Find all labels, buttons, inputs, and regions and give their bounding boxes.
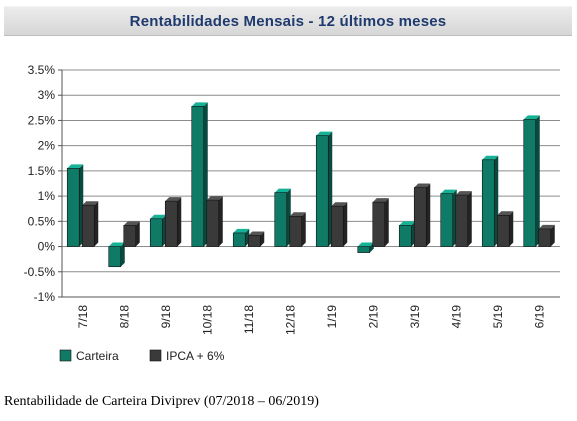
x-tick-label: 11/18 — [242, 305, 256, 334]
axes — [58, 69, 560, 298]
bar-carteira-8-18 — [108, 242, 125, 268]
x-tick-label: 1/19 — [325, 305, 339, 329]
bar-ipca-11-18 — [247, 231, 265, 247]
bar-carteira-2-19 — [357, 242, 374, 253]
bar-carteira-11-18 — [232, 228, 250, 247]
bar-carteira-5-19 — [481, 155, 499, 247]
y-tick-label: 1.5% — [28, 164, 56, 178]
bar-carteira-12-18 — [274, 188, 291, 247]
y-tick-label: 0.5% — [28, 214, 56, 228]
y-tick-label: 3.5% — [28, 63, 56, 77]
bar-ipca-1-19 — [330, 202, 348, 247]
y-tick-label: -0.5% — [24, 265, 56, 279]
y-tick-label: -1% — [34, 290, 56, 304]
chart-title: Rentabilidades Mensais - 12 últimos mese… — [129, 12, 447, 30]
legend-label: IPCA + 6% — [166, 349, 225, 363]
bar-ipca-12-18 — [289, 212, 306, 247]
legend: Carteira IPCA + 6% — [59, 349, 225, 363]
x-tick-label: 2/19 — [366, 305, 380, 329]
x-tick-label: 12/18 — [283, 305, 297, 335]
y-tick-label: 0% — [38, 240, 56, 254]
x-tick-label: 4/19 — [449, 305, 463, 329]
bar-carteira-3-19 — [398, 221, 416, 247]
x-tick-label: 6/19 — [532, 305, 546, 329]
bar-ipca-3-19 — [413, 183, 431, 247]
bar-ipca-2-19 — [372, 198, 389, 247]
bar-chart: 3.5% 3% 2.5% 2% 1.5% 1% 0.5% 0% -0.5% -1% 7/18 8/1… — [24, 63, 560, 363]
x-tick-label: 8/18 — [117, 305, 131, 329]
bar-ipca-7-18 — [81, 201, 99, 247]
x-tick-label: 5/19 — [491, 305, 505, 329]
chart-header: Rentabilidades Mensais - 12 últimos mese… — [4, 6, 572, 36]
y-tick-labels: 3.5% 3% 2.5% 2% 1.5% 1% 0.5% 0% -0.5% -1% — [24, 63, 56, 304]
bar-carteira-10-18 — [191, 102, 208, 247]
y-tick-label: 1% — [38, 189, 56, 203]
x-tick-label: 7/18 — [76, 305, 90, 329]
bar-ipca-8-18 — [123, 221, 140, 247]
bar-carteira-7-18 — [66, 164, 84, 247]
bar-ipca-9-18 — [164, 197, 182, 247]
bar-carteira-4-19 — [440, 189, 457, 247]
bar-ipca-10-18 — [206, 196, 223, 247]
bar-ipca-5-19 — [496, 211, 514, 247]
bar-carteira-1-19 — [315, 131, 333, 247]
legend-label: Carteira — [76, 349, 119, 363]
x-tick-label: 3/19 — [408, 305, 422, 329]
figure-caption: Rentabilidade de Carteira Diviprev (07/2… — [4, 394, 319, 409]
legend-item-ipca: IPCA + 6% — [149, 349, 225, 363]
y-tick-label: 2.5% — [28, 113, 56, 127]
bar-ipca-6-19 — [538, 224, 555, 247]
y-tick-label: 2% — [38, 139, 56, 153]
legend-swatch — [149, 349, 162, 362]
bar-ipca-4-19 — [455, 191, 472, 247]
y-tick-label: 3% — [38, 88, 56, 102]
legend-swatch — [59, 349, 72, 362]
bar-carteira-6-19 — [523, 115, 540, 247]
legend-item-carteira: Carteira — [59, 349, 119, 363]
x-tick-label: 10/18 — [200, 305, 214, 335]
bars — [66, 102, 555, 268]
x-tick-labels: 7/18 8/18 9/18 10/18 11/18 12/18 1/19 2/19 3/19 4… — [76, 305, 547, 335]
x-tick-label: 9/18 — [159, 305, 173, 329]
bar-carteira-9-18 — [149, 214, 167, 247]
